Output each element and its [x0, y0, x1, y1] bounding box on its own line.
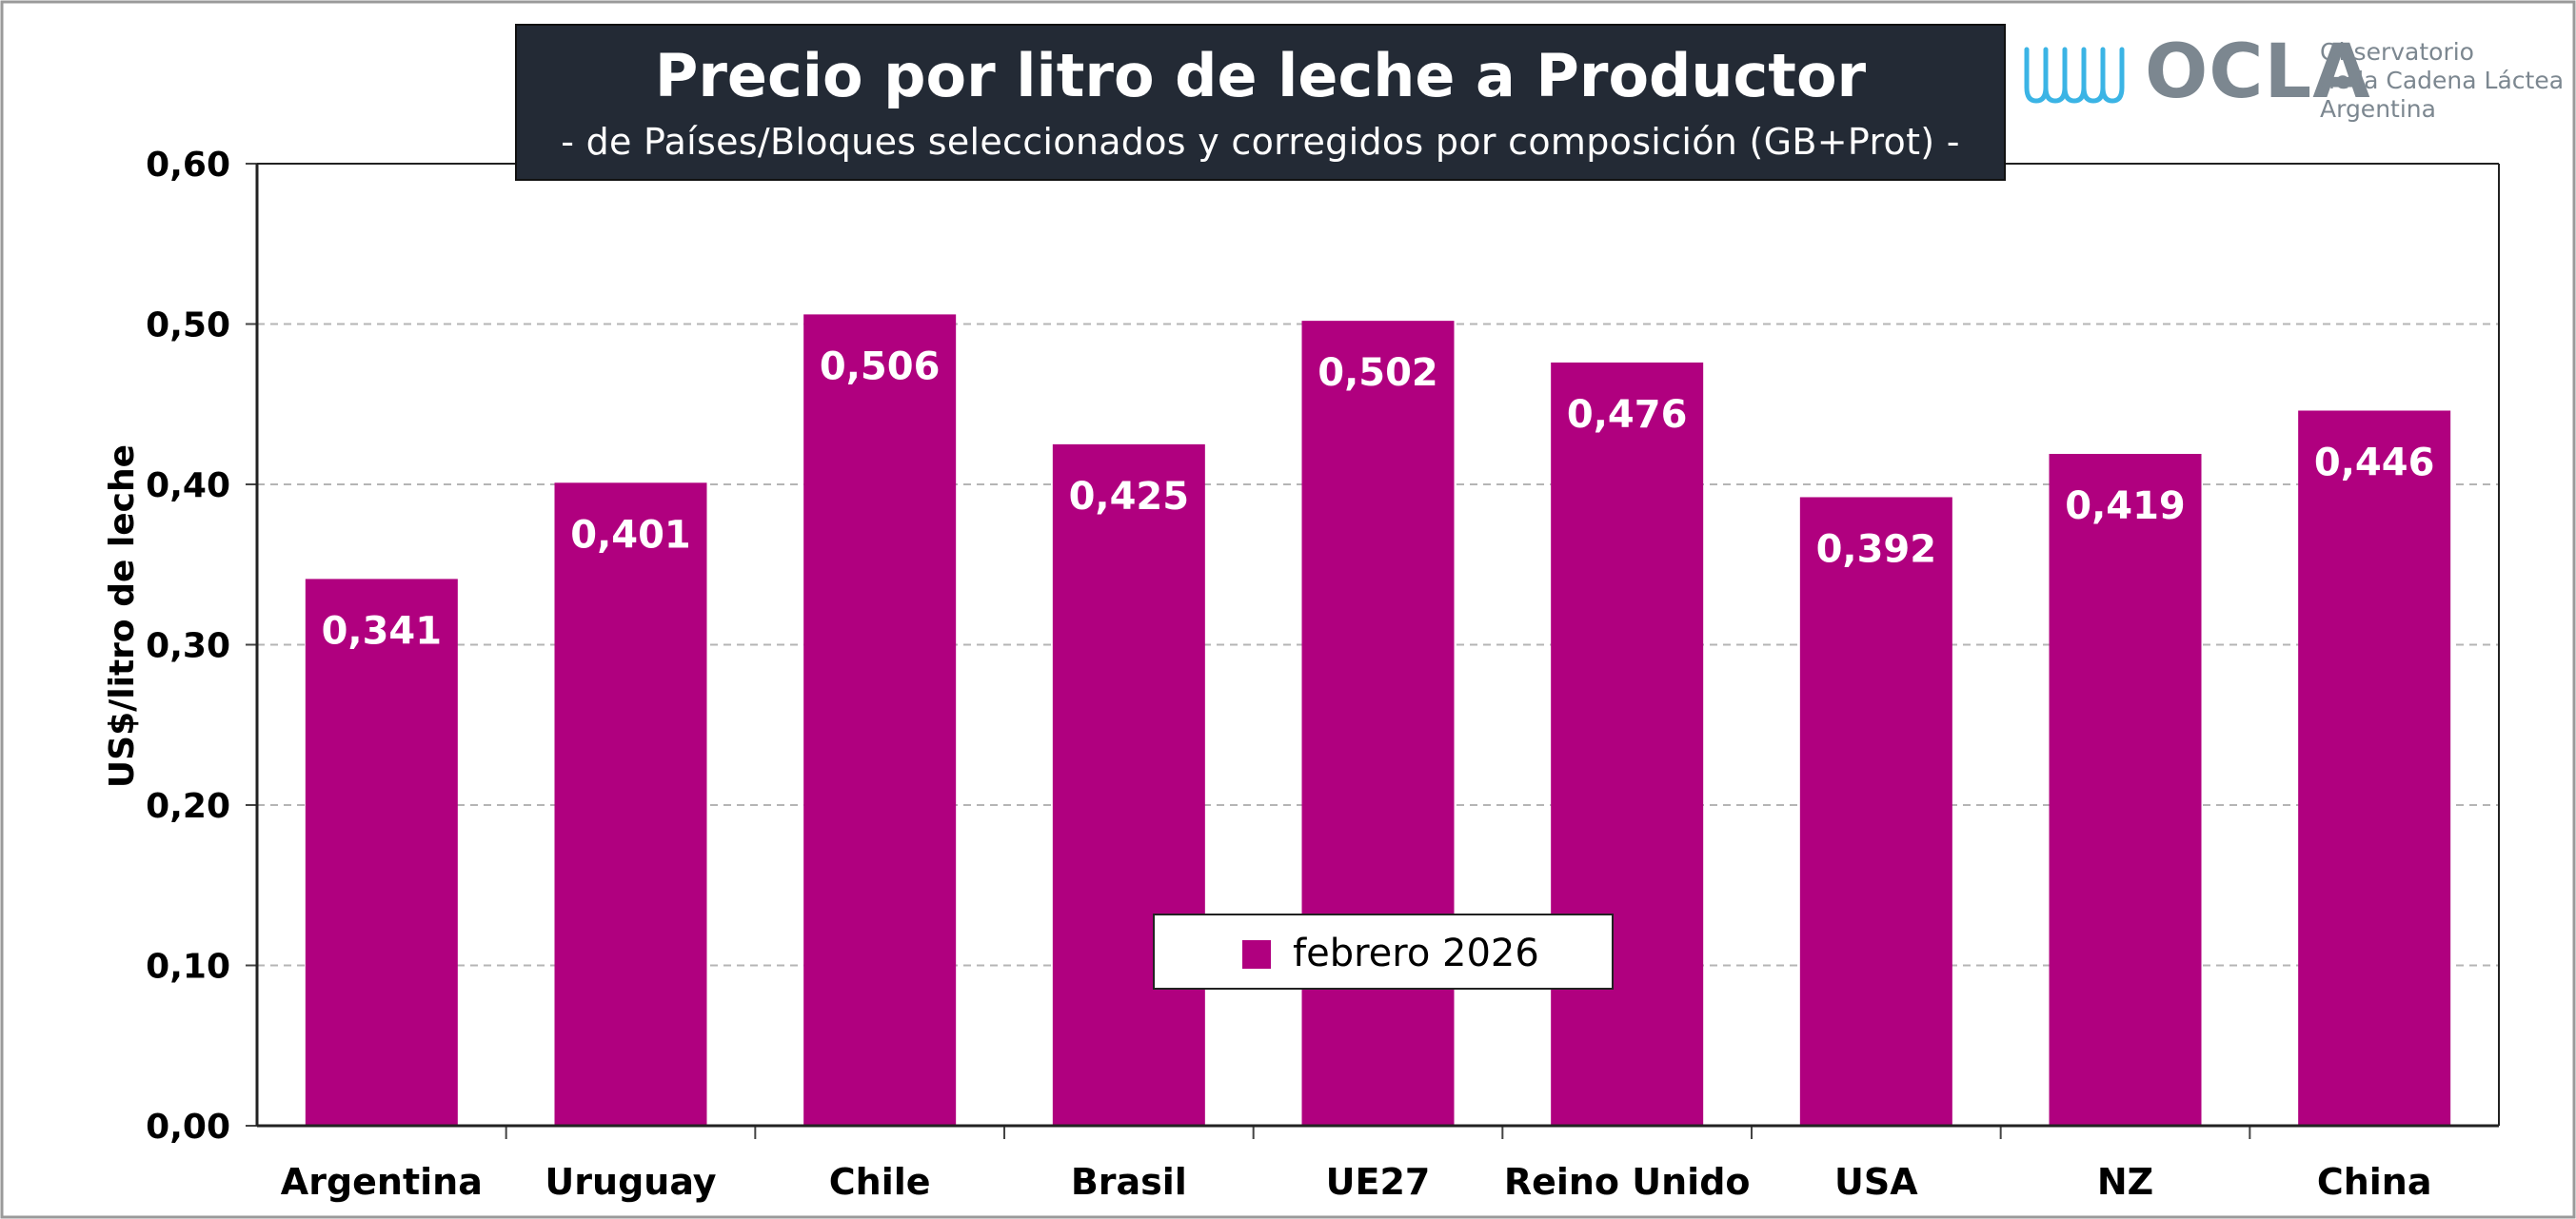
bar — [2049, 453, 2202, 1126]
y-tick-label: 0,40 — [146, 466, 230, 505]
ocla-logo: OCLA Observatorio de la Cadena Láctea Ar… — [2023, 29, 2566, 138]
chart-title: Precio por litro de leche a Productor — [654, 41, 1867, 110]
bar — [2298, 410, 2451, 1126]
y-tick-label: 0,60 — [146, 146, 230, 185]
bar — [1052, 443, 1205, 1126]
x-tick-label: NZ — [2097, 1161, 2153, 1203]
bar — [554, 482, 707, 1126]
y-tick-label: 0,00 — [146, 1108, 230, 1147]
x-tick-label: Reino Unido — [1504, 1161, 1751, 1203]
bar — [305, 579, 458, 1126]
y-axis-title: US$/litro de leche — [103, 444, 142, 788]
legend-swatch — [1242, 940, 1271, 969]
chart-subtitle: - de Países/Bloques seleccionados y corr… — [561, 121, 1960, 163]
milk-wave-icon — [2024, 47, 2125, 104]
bar — [1551, 362, 1704, 1126]
data-label: 0,392 — [1816, 527, 1937, 571]
logo-line-2: de la Cadena Láctea — [2320, 67, 2565, 94]
y-tick-label: 0,30 — [146, 627, 230, 666]
logo-brand: OCLA — [2145, 29, 2371, 115]
x-tick-label: Uruguay — [545, 1161, 716, 1203]
logo-line-1: Observatorio — [2320, 38, 2474, 66]
x-tick-label: Brasil — [1071, 1161, 1187, 1203]
data-label: 0,401 — [570, 513, 691, 557]
logo-text: Observatorio de la Cadena Láctea Argenti… — [2320, 38, 2564, 124]
data-label: 0,425 — [1069, 475, 1190, 519]
y-tick-label: 0,10 — [146, 948, 230, 987]
data-label: 0,506 — [820, 344, 941, 388]
logo-line-3: Argentina — [2320, 95, 2436, 123]
bar — [1301, 321, 1455, 1126]
legend-label: febrero 2026 — [1293, 932, 1539, 975]
bar — [803, 314, 957, 1126]
y-tick-label: 0,50 — [146, 306, 230, 345]
data-label: 0,446 — [2314, 441, 2435, 484]
data-label: 0,476 — [1567, 393, 1688, 437]
x-tick-label: USA — [1834, 1161, 1918, 1203]
x-tick-label: Chile — [829, 1161, 931, 1203]
bar — [1799, 497, 1952, 1126]
chart-title-box: Precio por litro de leche a Productor - … — [515, 24, 2006, 181]
x-tick-label: UE27 — [1326, 1161, 1431, 1203]
y-tick-label: 0,20 — [146, 787, 230, 826]
data-label: 0,419 — [2065, 484, 2186, 528]
data-label: 0,341 — [322, 609, 443, 653]
data-label: 0,502 — [1318, 351, 1438, 395]
x-tick-label: China — [2317, 1161, 2432, 1203]
chart-legend: febrero 2026 — [1153, 914, 1614, 990]
x-tick-label: Argentina — [281, 1161, 483, 1203]
